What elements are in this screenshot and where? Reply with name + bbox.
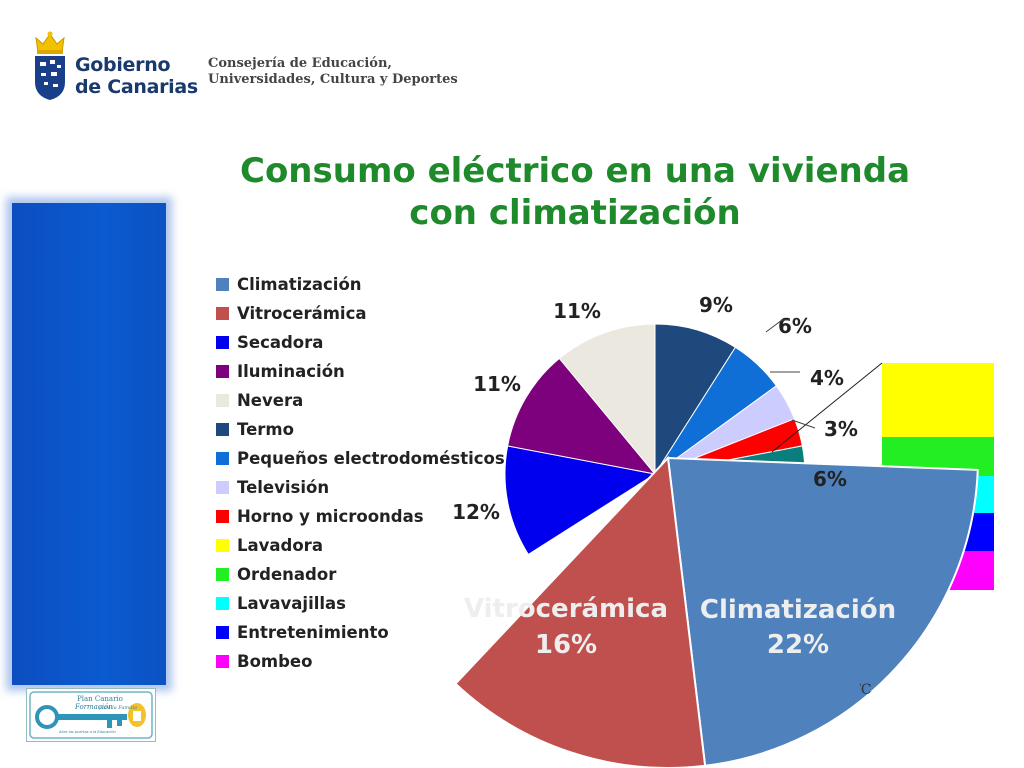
legend-swatch — [216, 278, 229, 291]
coat-of-arms-icon — [35, 31, 65, 100]
legend-swatch — [216, 481, 229, 494]
bar-segment-lavadora — [882, 363, 994, 437]
legend-item-lavavajillas: Lavavajillas — [216, 589, 505, 618]
legend-label: Nevera — [237, 391, 304, 410]
legend-item-lavadora: Lavadora — [216, 531, 505, 560]
legend-item-iluminacion: Iluminación — [216, 357, 505, 386]
slice-value-climatizacion: 22% — [767, 630, 829, 660]
connector-line-top — [771, 362, 883, 453]
legend-swatch — [216, 655, 229, 668]
leader-line — [765, 319, 790, 333]
legend-label: Lavavajillas — [237, 594, 347, 613]
legend-item-nevera: Nevera — [216, 386, 505, 415]
chart-legend: Climatización Vitrocerámica Secadora Ilumin… — [216, 270, 505, 676]
legend-swatch — [216, 568, 229, 581]
legend-item-ordenador: Ordenador — [216, 560, 505, 589]
legend-item-pequenos-electrodomesticos: Pequeños electrodomésticos — [216, 444, 505, 473]
legend-item-vitroceramica: Vitrocerámica — [216, 299, 505, 328]
legend-swatch — [216, 597, 229, 610]
gobierno-canarias-logo: Gobierno de Canarias — [30, 30, 198, 102]
data-label-horno-y-microondas: 3% — [824, 417, 858, 441]
pie-slice-iluminacion — [507, 357, 657, 475]
legend-label: Vitrocerámica — [237, 304, 367, 323]
legend-item-termo: Termo — [216, 415, 505, 444]
formacion-text: Formación — [74, 703, 113, 711]
legend-swatch — [216, 307, 229, 320]
pie-slice-nevera — [558, 323, 656, 476]
legend-swatch — [216, 539, 229, 552]
legend-label: Termo — [237, 420, 294, 439]
legend-swatch — [216, 365, 229, 378]
legend-label: Secadora — [237, 333, 324, 352]
legend-label: Horno y microondas — [237, 507, 424, 526]
source-note: ITC — [860, 682, 872, 698]
data-label-secadora: 12% — [452, 500, 500, 524]
legend-item-bombeo: Bombeo — [216, 647, 505, 676]
logo-tagline: Abre las puertas a la Educación — [58, 730, 117, 734]
legend-label: Televisión — [237, 478, 330, 497]
legend-label: Ordenador — [237, 565, 337, 584]
legend-swatch — [216, 626, 229, 639]
plan-canario-text: Plan Canario — [77, 695, 123, 703]
plan-canario-logo: Plan Canario Formación para la Familia A… — [26, 688, 156, 742]
legend-item-secadora: Secadora — [216, 328, 505, 357]
data-label-iluminacion: 11% — [473, 372, 521, 396]
legend-label: Bombeo — [237, 652, 313, 671]
side-decoration-bar — [12, 203, 166, 685]
key-logo-icon: Plan Canario Formación para la Familia A… — [29, 691, 153, 739]
legend-swatch — [216, 336, 229, 349]
legend-label: Iluminación — [237, 362, 345, 381]
pie-slice-termo — [654, 323, 737, 476]
legend-swatch — [216, 510, 229, 523]
data-label-television: 4% — [810, 366, 844, 390]
data-label-termo: 9% — [699, 293, 733, 317]
legend-item-climatizacion: Climatización — [216, 270, 505, 299]
department-name-line1: Consejería de Educación, — [208, 56, 392, 71]
slice-name-vitroceramica: Vitrocerámica — [464, 594, 668, 624]
legend-label: Pequeños electrodomésticos — [237, 449, 505, 468]
logo-text-gobierno: Gobierno — [75, 54, 171, 76]
chart-title: Consumo eléctrico en una vivienda con cl… — [240, 151, 911, 233]
legend-label: Climatización — [237, 275, 362, 294]
legend-swatch — [216, 452, 229, 465]
slice-name-climatizacion: Climatización — [700, 595, 896, 625]
slice-value-vitroceramica: 16% — [535, 630, 597, 660]
legend-label: Lavadora — [237, 536, 323, 555]
data-label-otros: 6% — [813, 467, 847, 491]
legend-item-television: Televisión — [216, 473, 505, 502]
department-name-line2: Universidades, Cultura y Deportes — [208, 72, 458, 87]
legend-item-horno-y-microondas: Horno y microondas — [216, 502, 505, 531]
familia-text: para la Familia — [99, 705, 137, 711]
leader-line — [791, 419, 816, 429]
legend-item-entretenimiento: Entretenimiento — [216, 618, 505, 647]
legend-swatch — [216, 394, 229, 407]
pie-slice-climatizacion — [666, 456, 979, 767]
data-label-nevera: 11% — [553, 299, 601, 323]
legend-swatch — [216, 423, 229, 436]
pie-slice-secadora — [504, 445, 657, 556]
legend-label: Entretenimiento — [237, 623, 389, 642]
data-label-pequenos-electrodomesticos: 6% — [778, 314, 812, 338]
logo-text-canarias: de Canarias — [75, 76, 198, 98]
